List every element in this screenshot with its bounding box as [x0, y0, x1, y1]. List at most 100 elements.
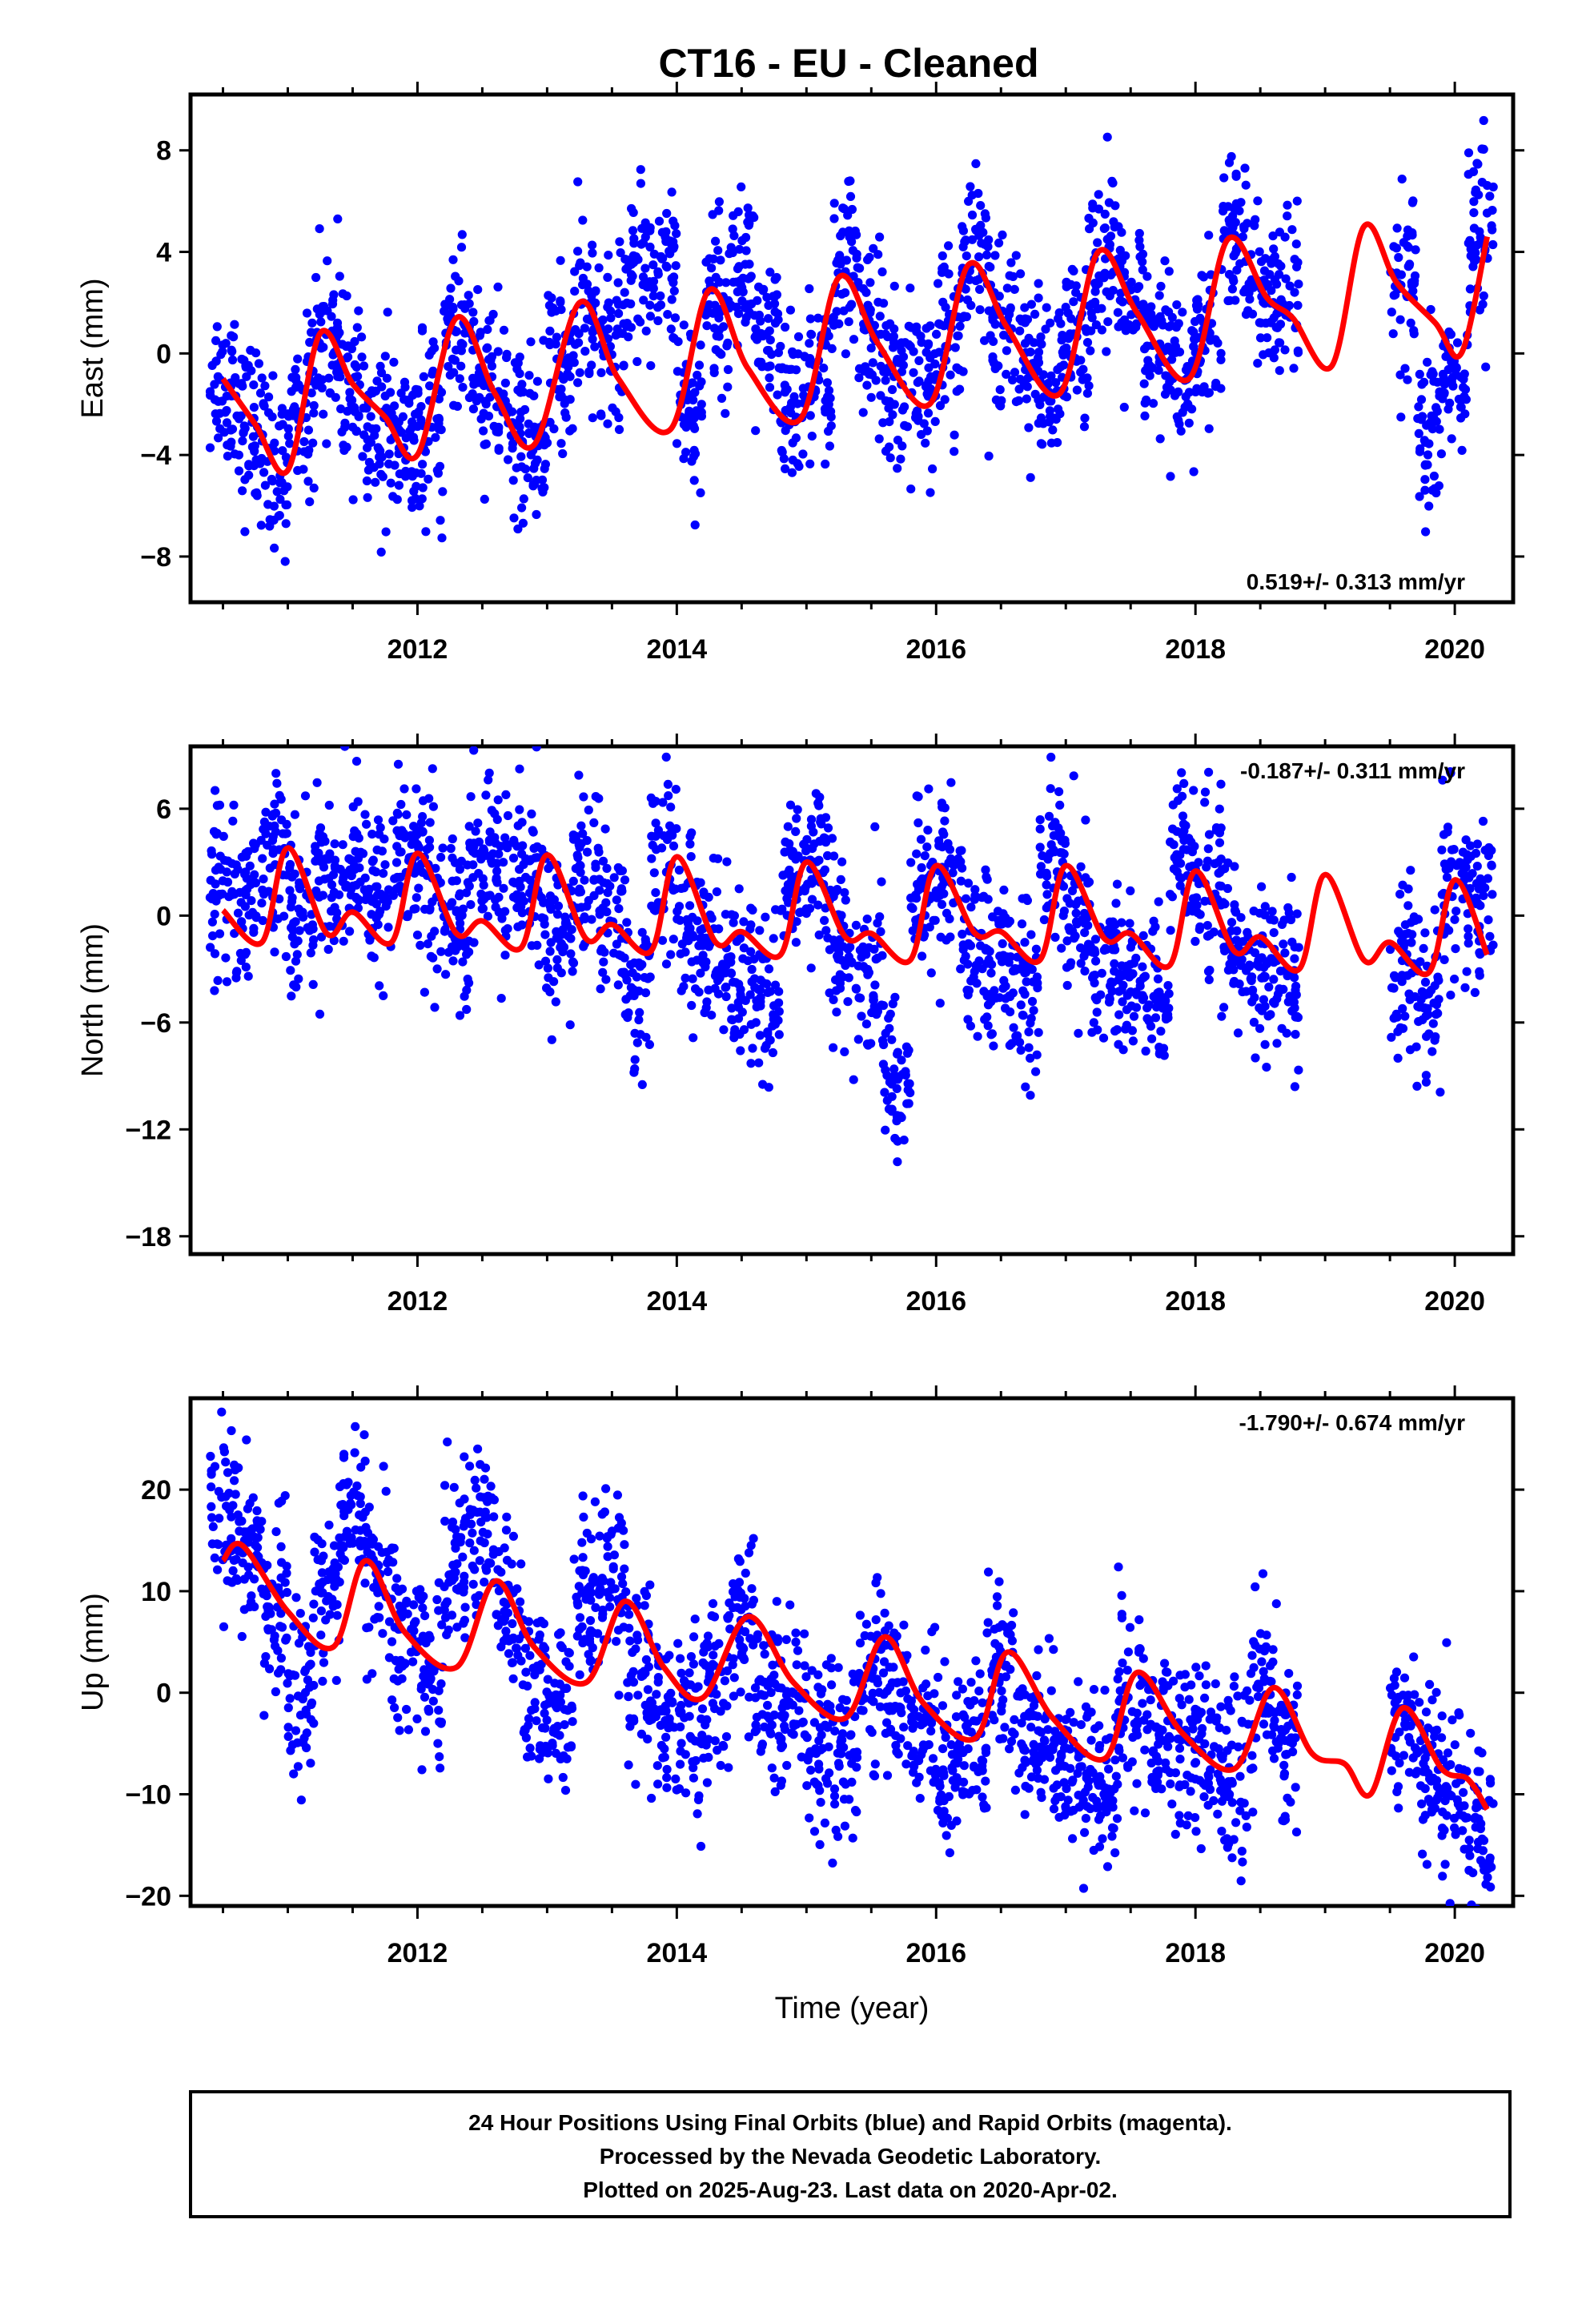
north-data-point — [1216, 779, 1226, 789]
east-model-line — [220, 221, 1491, 476]
north-data-point — [275, 790, 284, 801]
east-data-point — [940, 395, 950, 404]
north-data-point — [1215, 804, 1224, 814]
east-data-point — [914, 356, 924, 365]
up-data-point — [283, 1731, 293, 1741]
north-data-point — [894, 1072, 904, 1082]
north-data-point — [648, 840, 657, 850]
north-data-point — [500, 833, 510, 842]
north-data-point — [418, 827, 428, 837]
east-data-point — [218, 347, 227, 356]
up-data-point — [411, 1617, 420, 1626]
up-data-point — [207, 1482, 216, 1492]
north-data-point — [388, 891, 398, 900]
up-data-point — [307, 1698, 317, 1708]
north-data-point — [699, 887, 709, 897]
east-data-point — [845, 191, 856, 201]
east-data-point — [865, 278, 875, 287]
up-data-point — [428, 1696, 438, 1706]
east-data-point — [230, 320, 239, 329]
east-data-point — [1045, 396, 1054, 406]
east-data-point — [1026, 300, 1036, 309]
east-data-point — [1114, 254, 1123, 263]
east-data-point — [237, 354, 247, 364]
north-data-point — [1158, 1003, 1168, 1013]
north-data-point — [584, 805, 593, 815]
east-data-point — [1420, 485, 1430, 495]
north-data-point — [621, 995, 631, 1004]
north-data-point — [913, 818, 923, 828]
east-data-point — [776, 341, 785, 352]
north-data-point — [1462, 967, 1472, 976]
east-data-point — [1142, 271, 1152, 281]
east-data-point — [1417, 380, 1427, 389]
east-data-point — [331, 392, 340, 402]
east-data-point — [1394, 252, 1403, 263]
east-data-point — [719, 322, 729, 332]
north-data-point — [920, 930, 930, 939]
east-data-point — [580, 347, 590, 356]
north-data-point — [634, 1015, 644, 1025]
east-data-point — [723, 364, 733, 375]
up-data-point — [306, 1759, 315, 1768]
east-data-point — [733, 207, 743, 216]
up-data-point — [291, 1593, 301, 1602]
up-data-point — [387, 1695, 397, 1705]
east-data-point — [994, 361, 1003, 371]
east-data-point — [455, 374, 464, 384]
east-data-point — [500, 378, 511, 388]
up-data-point — [389, 1674, 399, 1683]
east-data-point — [1292, 196, 1302, 206]
north-data-point — [765, 987, 775, 996]
up-data-point — [432, 1594, 442, 1605]
east-data-point — [654, 216, 665, 226]
east-data-point — [873, 250, 883, 259]
east-data-point — [1002, 283, 1012, 293]
north-data-point — [1138, 993, 1149, 1003]
north-data-point — [705, 910, 715, 920]
up-data-point — [228, 1566, 238, 1575]
north-data-point — [739, 943, 749, 953]
north-data-point — [339, 870, 349, 880]
up-data-point — [271, 1687, 280, 1697]
east-data-point — [1259, 350, 1268, 360]
east-data-point — [584, 286, 593, 296]
north-data-point — [893, 1047, 902, 1057]
east-data-point — [954, 331, 963, 340]
east-data-point — [416, 468, 426, 478]
north-data-point — [1487, 861, 1496, 870]
east-data-point — [259, 399, 268, 408]
east-data-point — [556, 255, 565, 265]
north-data-point — [999, 885, 1009, 895]
east-data-point — [922, 389, 932, 399]
east-data-point — [452, 327, 461, 336]
north-data-point — [247, 896, 256, 906]
east-data-point — [1485, 191, 1495, 201]
north-data-point — [1017, 919, 1027, 929]
east-data-point — [1072, 385, 1082, 395]
north-data-point — [1397, 971, 1407, 980]
east-data-point — [1275, 227, 1284, 237]
east-data-point — [517, 380, 527, 389]
north-data-point — [963, 879, 974, 888]
east-data-point — [322, 439, 331, 448]
north-data-point — [431, 863, 440, 873]
north-data-point — [1257, 953, 1267, 963]
up-data-point — [355, 1498, 365, 1509]
north-data-point — [1062, 936, 1072, 946]
east-data-point — [854, 373, 864, 383]
north-data-point — [222, 977, 232, 987]
east-data-point — [646, 361, 656, 371]
north-data-point — [551, 997, 560, 1007]
east-data-point — [994, 238, 1004, 247]
east-data-point — [975, 305, 985, 315]
north-data-point — [1117, 985, 1126, 995]
east-data-point — [1231, 296, 1240, 305]
north-data-point — [211, 866, 221, 875]
north-data-point — [1179, 778, 1189, 789]
east-data-point — [265, 521, 275, 531]
north-data-point — [412, 784, 421, 794]
east-data-point — [614, 308, 624, 319]
east-data-point — [967, 191, 977, 200]
east-data-point — [967, 235, 977, 244]
